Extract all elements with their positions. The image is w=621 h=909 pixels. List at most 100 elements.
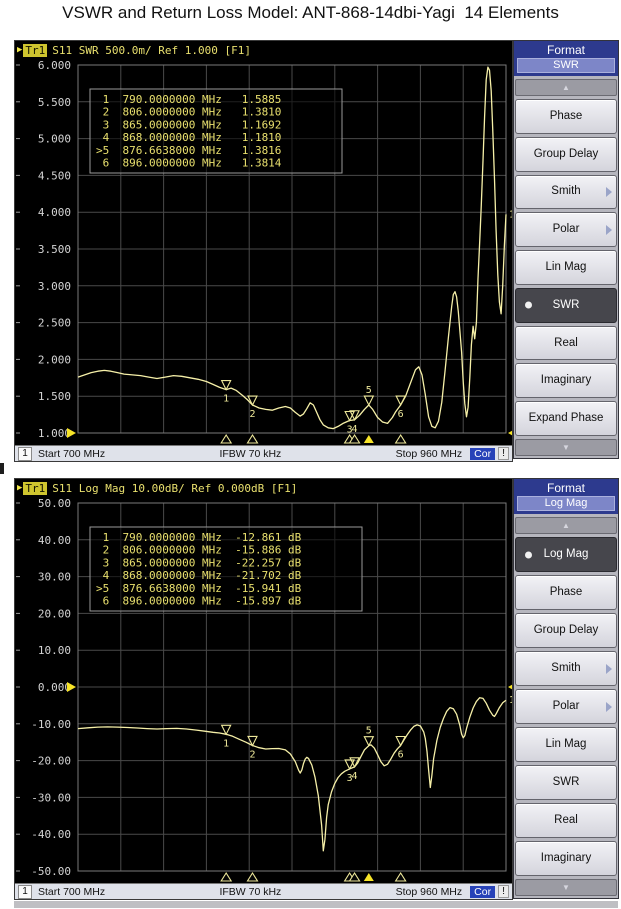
trace-markers: 1 2 34 5 6 — [220, 380, 407, 435]
svg-text:4: 4 — [352, 771, 358, 782]
menu-item-imaginary[interactable]: Imaginary — [515, 841, 617, 876]
selected-radio-icon — [525, 301, 532, 309]
page-title: VSWR and Return Loss Model: ANT-868-14db… — [62, 3, 559, 22]
svg-text:6 896.0000000 MHz -15.897 dB: 6 896.0000000 MHz -15.897 dB — [96, 595, 302, 608]
menu-item-label: Lin Mag — [545, 261, 587, 274]
svg-text:1.500: 1.500 — [38, 390, 71, 403]
svg-text:-20.00: -20.00 — [31, 755, 71, 768]
menu-item-label: Imaginary — [540, 852, 592, 864]
status-bar-logmag: 1 Start 700 MHz IFBW 70 kHz Stop 960 MHz… — [15, 883, 512, 899]
trace-number-label: 1 — [509, 209, 512, 220]
submenu-arrow-icon — [606, 701, 612, 712]
svg-text:2: 2 — [249, 409, 255, 420]
menu-item-lin-mag[interactable]: Lin Mag — [515, 250, 617, 285]
svg-text:>5 876.6638000 MHz -15.941 d: >5 876.6638000 MHz -15.941 dB — [96, 582, 302, 595]
ifbw-label: IFBW 70 kHz — [219, 885, 282, 898]
menu-title: Format — [546, 481, 585, 495]
svg-text:>5 876.6638000 MHz 1.3816: >5 876.6638000 MHz 1.3816 — [96, 144, 281, 157]
trace-number-label: 1 — [509, 695, 512, 706]
svg-text:30.00: 30.00 — [38, 571, 71, 584]
svg-text:1 790.0000000 MHz -12.861 dB: 1 790.0000000 MHz -12.861 dB — [96, 531, 302, 544]
stop-frequency-label: Stop 960 MHz — [395, 447, 463, 460]
logmag-chart: 50.00 40.00 30.00 20.00 10.00 0.000 -10.00 -20.… — [15, 497, 512, 883]
menu-item-smith[interactable]: Smith — [515, 651, 617, 686]
menu-item-label: Log Mag — [543, 548, 589, 560]
trace-header-swr: ▶ Tr1 S11 SWR 500.0m/ Ref 1.000 [F1] — [15, 41, 512, 59]
menu-item-label: Real — [554, 814, 578, 826]
submenu-arrow-icon — [606, 186, 612, 197]
menu-title: Format — [546, 43, 585, 57]
menu-item-label: Imaginary — [540, 374, 592, 387]
reference-level-arrows — [67, 682, 512, 692]
menu-item-phase[interactable]: Phase — [515, 575, 617, 610]
menu-item-polar[interactable]: Polar — [515, 212, 617, 248]
status-bar-swr: 1 Start 700 MHz IFBW 70 kHz Stop 960 MHz… — [15, 445, 512, 461]
svg-text:40.00: 40.00 — [38, 534, 71, 547]
window-bottom-edge — [14, 901, 618, 908]
swr-chart: 6.000 5.500 5.000 4.500 4.000 3.500 3.000 2.500… — [15, 59, 512, 445]
menu-item-lin-mag[interactable]: Lin Mag — [515, 727, 617, 762]
scroll-up-icon: ▲ — [562, 82, 570, 92]
menu-item-log-mag[interactable]: Log Mag — [515, 537, 617, 572]
vna-screen-swr: ▶ Tr1 S11 SWR 500.0m/ Ref 1.000 [F1] 6.0… — [14, 40, 513, 462]
svg-text:3: 3 — [347, 773, 353, 784]
correction-badge: Cor — [470, 447, 496, 460]
svg-text:2.000: 2.000 — [38, 353, 71, 366]
trace — [77, 697, 507, 852]
menu-item-group-delay[interactable]: Group Delay — [515, 136, 617, 172]
ifbw-label: IFBW 70 kHz — [219, 447, 282, 460]
format-menu-logmag: Format Log Mag ▲ Log Mag Phase Group Delay… — [513, 478, 619, 899]
menu-item-smith[interactable]: Smith — [515, 174, 617, 210]
menu-item-real[interactable]: Real — [515, 325, 617, 361]
svg-text:4.500: 4.500 — [38, 169, 71, 182]
start-frequency-label: Start 700 MHz — [38, 447, 106, 460]
menu-item-swr[interactable]: SWR — [515, 765, 617, 800]
svg-text:3.000: 3.000 — [38, 280, 71, 293]
trace-arrow-icon: ▶ — [17, 45, 23, 55]
scroll-down-button[interactable]: ▼ — [515, 879, 617, 896]
scroll-up-button[interactable]: ▲ — [515, 79, 617, 96]
y-axis-labels: 6.000 5.500 5.000 4.500 4.000 3.500 3.000 2.500… — [16, 59, 71, 440]
menu-item-label: Polar — [552, 223, 580, 236]
menu-item-group-delay[interactable]: Group Delay — [515, 613, 617, 648]
menu-selected-value: Log Mag — [517, 496, 615, 511]
menu-item-phase[interactable]: Phase — [515, 99, 617, 134]
menu-item-real[interactable]: Real — [515, 803, 617, 838]
menu-item-expand-phase[interactable]: Expand Phase — [515, 401, 617, 437]
channel-number: 1 — [18, 884, 32, 899]
marker-table: 1 790.0000000 MHz -12.861 dB 2 806.00000… — [89, 526, 363, 612]
svg-text:1.000: 1.000 — [38, 427, 71, 440]
menu-header: Format SWR — [514, 41, 618, 76]
svg-text:6 896.0000000 MHz 1.3814: 6 896.0000000 MHz 1.3814 — [96, 157, 282, 170]
menu-item-swr[interactable]: SWR — [515, 287, 617, 323]
channel-number: 1 — [18, 446, 32, 461]
svg-text:1 790.0000000 MHz 1.5885: 1 790.0000000 MHz 1.5885 — [96, 93, 281, 106]
svg-text:2.500: 2.500 — [38, 317, 71, 330]
trace-badge: Tr1 — [23, 481, 48, 495]
scroll-down-button[interactable]: ▼ — [515, 439, 617, 456]
marker-strip — [220, 433, 407, 444]
format-menu-swr: Format SWR ▲ Phase Group Delay Smith Polar L… — [513, 40, 619, 459]
alert-indicator: ! — [498, 447, 509, 460]
menu-item-polar[interactable]: Polar — [515, 689, 617, 724]
svg-text:10.00: 10.00 — [38, 644, 71, 657]
svg-text:3.500: 3.500 — [38, 243, 71, 256]
menu-item-imaginary[interactable]: Imaginary — [515, 363, 617, 399]
svg-text:4: 4 — [352, 424, 358, 435]
svg-text:2 806.0000000 MHz 1.3810: 2 806.0000000 MHz 1.3810 — [96, 106, 281, 119]
svg-text:6: 6 — [398, 409, 404, 420]
menu-item-label: Smith — [551, 662, 581, 674]
start-frequency-label: Start 700 MHz — [38, 885, 106, 898]
menu-item-list: Phase Group Delay Smith Polar Lin Mag SWR Real… — [515, 99, 617, 437]
menu-item-label: Phase — [549, 109, 583, 122]
menu-item-label: SWR — [552, 776, 580, 788]
correction-badge: Cor — [470, 885, 496, 898]
svg-text:-50.00: -50.00 — [31, 865, 71, 878]
menu-item-list: Log Mag Phase Group Delay Smith Polar Lin Mag… — [515, 537, 617, 876]
grid — [77, 502, 507, 872]
svg-text:6: 6 — [398, 750, 404, 761]
scroll-up-button[interactable]: ▲ — [515, 517, 617, 534]
svg-text:1: 1 — [223, 394, 229, 405]
trace-settings-text: S11 Log Mag 10.00dB/ Ref 0.000dB [F1] — [52, 481, 298, 495]
scroll-up-icon: ▲ — [562, 520, 570, 530]
